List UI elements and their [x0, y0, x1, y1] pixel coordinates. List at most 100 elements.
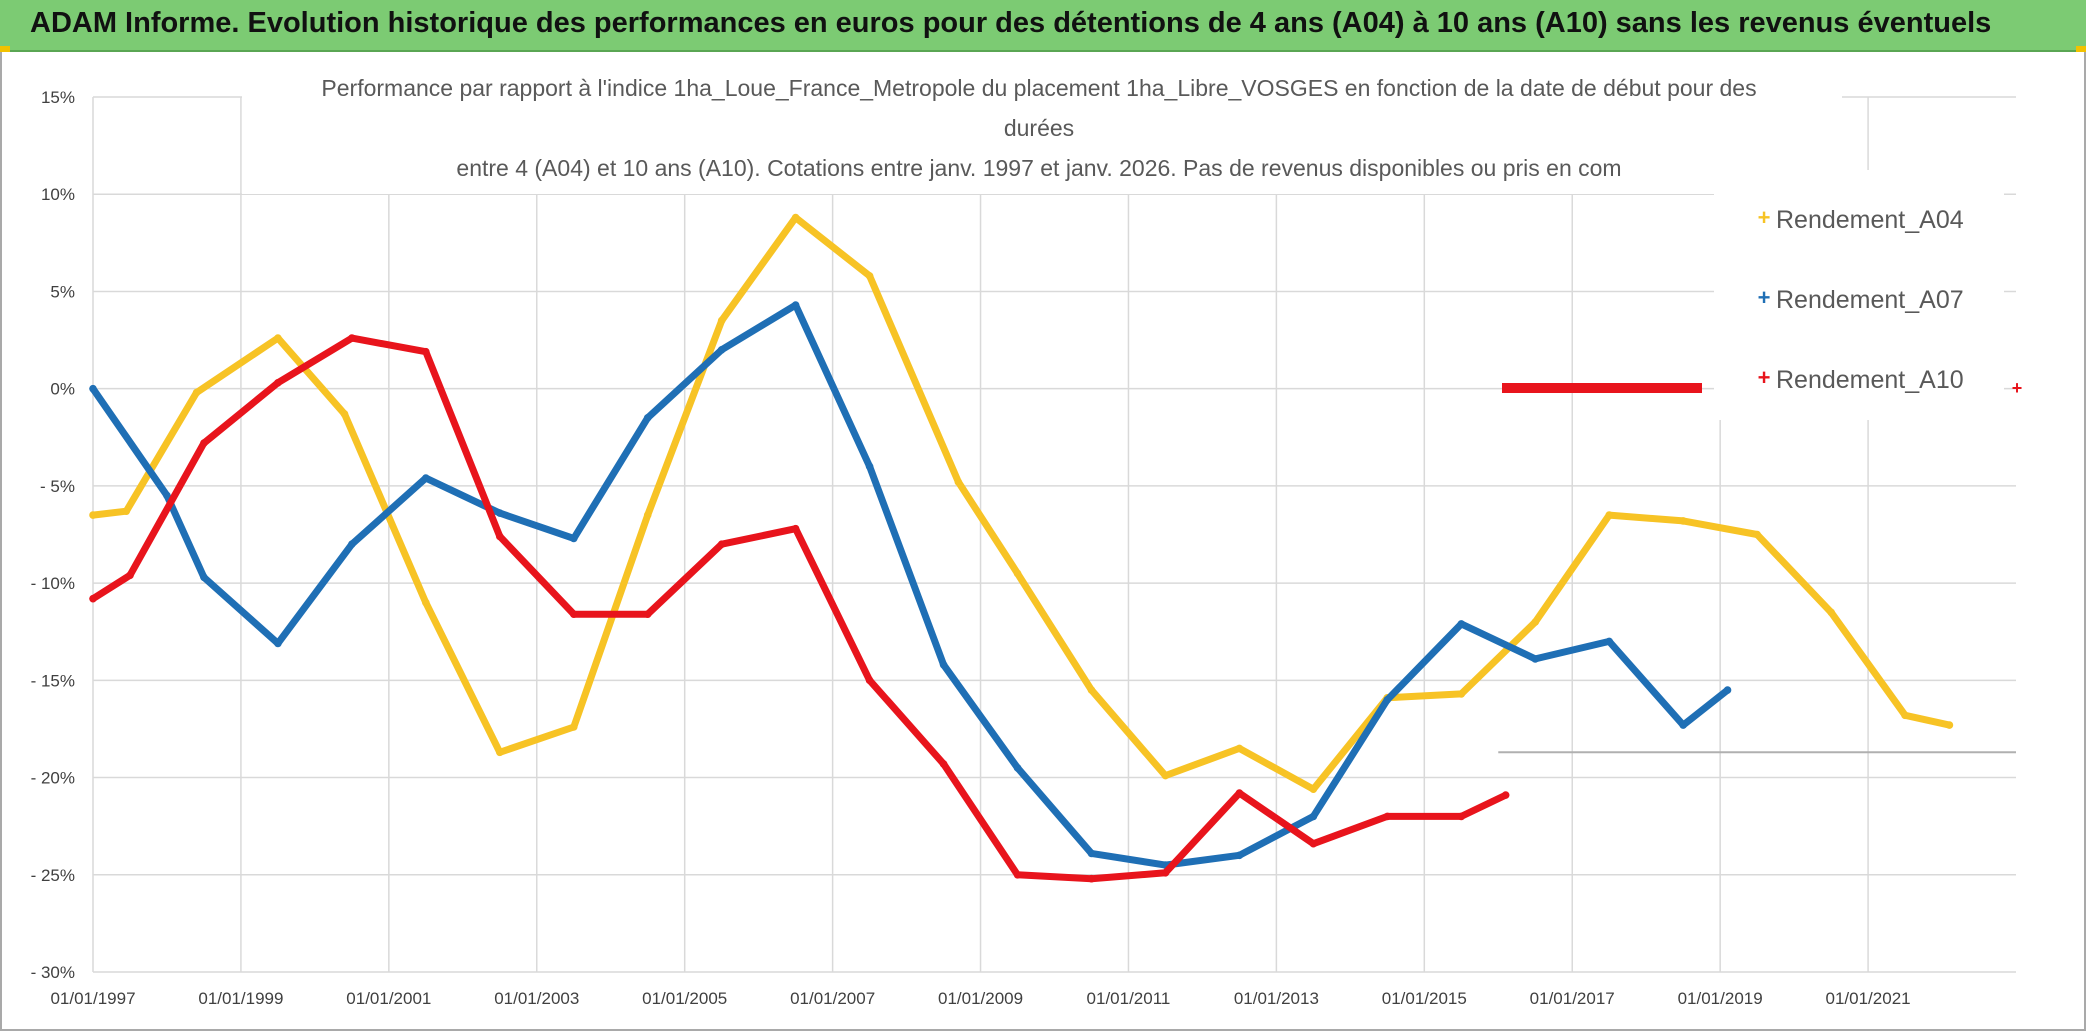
chart-title-line: Performance par rapport à l'indice 1ha_L… — [321, 75, 1756, 101]
y-tick-label: - 30% — [31, 963, 75, 982]
data-point — [1309, 785, 1318, 794]
y-tick-label: 0% — [50, 380, 75, 399]
data-point — [1679, 517, 1687, 525]
legend-marker-icon: + — [1758, 365, 1771, 390]
y-tick-label: 10% — [41, 185, 75, 204]
x-tick-label: 01/01/2015 — [1382, 989, 1467, 1008]
data-point — [1235, 744, 1244, 753]
data-point — [1161, 869, 1170, 877]
data-point — [717, 540, 726, 549]
chart-title-bg — [242, 58, 1842, 194]
x-tick-label: 01/01/2019 — [1678, 989, 1763, 1008]
chart-title-line: durées — [1004, 115, 1074, 141]
data-point — [340, 410, 349, 418]
data-point — [192, 388, 201, 397]
data-point — [1309, 839, 1318, 848]
x-tick-label: 01/01/1999 — [198, 989, 283, 1008]
data-point — [1605, 511, 1614, 519]
data-point — [1753, 530, 1761, 539]
data-point — [348, 540, 356, 549]
data-point — [1723, 686, 1732, 694]
series-line-rendement_a04 — [89, 214, 1953, 793]
corner-accent-right — [2076, 46, 2086, 52]
data-point — [200, 439, 208, 447]
data-point — [569, 723, 578, 731]
data-point — [89, 384, 97, 393]
corner-accent-left — [0, 46, 10, 52]
legend-marker-icon: + — [1758, 285, 1771, 310]
x-tick-label: 01/01/2011 — [1087, 989, 1171, 1008]
data-point — [1945, 721, 1954, 729]
y-tick-label: - 25% — [31, 866, 75, 885]
data-point — [422, 347, 430, 356]
data-point — [1087, 874, 1096, 883]
data-point — [122, 507, 131, 515]
data-point — [1161, 771, 1170, 780]
data-point — [643, 414, 652, 422]
data-point — [1457, 620, 1466, 628]
data-point — [939, 660, 948, 669]
data-point — [1679, 721, 1687, 729]
x-tick-label: 01/01/2009 — [938, 989, 1023, 1008]
data-point — [274, 639, 282, 648]
y-tick-label: - 5% — [40, 477, 75, 496]
data-point — [717, 316, 726, 325]
x-tick-label: 01/01/1997 — [50, 989, 135, 1008]
data-point — [1235, 789, 1244, 797]
data-point — [1531, 655, 1540, 663]
data-point — [274, 334, 282, 342]
data-point — [163, 491, 171, 500]
legend-label-rendement_a10: Rendement_A10 — [1776, 366, 1964, 394]
chart-title: Performance par rapport à l'indice 1ha_L… — [242, 58, 1842, 194]
data-point — [1309, 812, 1318, 821]
data-point — [1457, 690, 1466, 698]
axis-layer: 15% 10% 5% 0% - 5% - 10% - 15% - 20% - 25% - 30% 0… — [31, 88, 1911, 1008]
data-point — [200, 573, 208, 582]
page-title: ADAM Informe. Evolution historique des p… — [30, 7, 1992, 39]
data-point — [1383, 695, 1392, 704]
data-point — [643, 610, 652, 619]
data-point — [1901, 711, 1909, 720]
legend-marker-icon: + — [1758, 205, 1771, 230]
x-tick-label: 01/01/2005 — [642, 989, 727, 1008]
chart-svg: 15% 10% 5% 0% - 5% - 10% - 15% - 20% - 25% - 30% 0… — [31, 58, 2022, 1008]
data-point — [89, 594, 97, 603]
y-tick-label: - 15% — [31, 671, 75, 690]
data-point — [422, 598, 430, 607]
data-point — [89, 511, 97, 519]
x-tick-label: 01/01/2017 — [1530, 989, 1615, 1008]
data-point — [865, 462, 874, 471]
data-point — [1827, 608, 1835, 617]
y-tick-label: 5% — [50, 282, 75, 301]
x-tick-label: 01/01/2003 — [494, 989, 579, 1008]
data-point — [643, 511, 652, 519]
data-point — [791, 524, 800, 533]
legend-label-rendement_a04: Rendement_A04 — [1776, 206, 1964, 234]
data-point — [865, 272, 874, 280]
data-point — [865, 676, 874, 685]
data-point — [1013, 764, 1022, 772]
legend-label-rendement_a07: Rendement_A07 — [1776, 286, 1964, 314]
y-tick-label: 15% — [41, 88, 75, 107]
data-point — [495, 509, 504, 517]
legend: + Rendement_A04+ Rendement_A07+ Rendement_A… — [1502, 170, 2022, 420]
data-point — [569, 610, 578, 619]
x-tick-label: 01/01/2001 — [346, 989, 431, 1008]
data-point — [1235, 851, 1244, 860]
data-point — [1383, 812, 1392, 821]
data-point — [791, 213, 800, 222]
data-point — [422, 474, 430, 482]
data-point — [939, 760, 948, 768]
data-point — [954, 478, 963, 486]
series-line-rendement_a07 — [89, 301, 1731, 869]
x-tick-label: 01/01/2021 — [1826, 989, 1911, 1008]
legend-bg — [1714, 170, 2004, 420]
x-tick-label: 01/01/2007 — [790, 989, 875, 1008]
data-point — [495, 748, 504, 757]
data-point — [348, 334, 356, 342]
data-point — [717, 345, 726, 354]
data-point — [1501, 791, 1510, 799]
data-point — [1087, 849, 1096, 858]
y-tick-label: - 20% — [31, 769, 75, 788]
series-layer — [89, 213, 1954, 883]
